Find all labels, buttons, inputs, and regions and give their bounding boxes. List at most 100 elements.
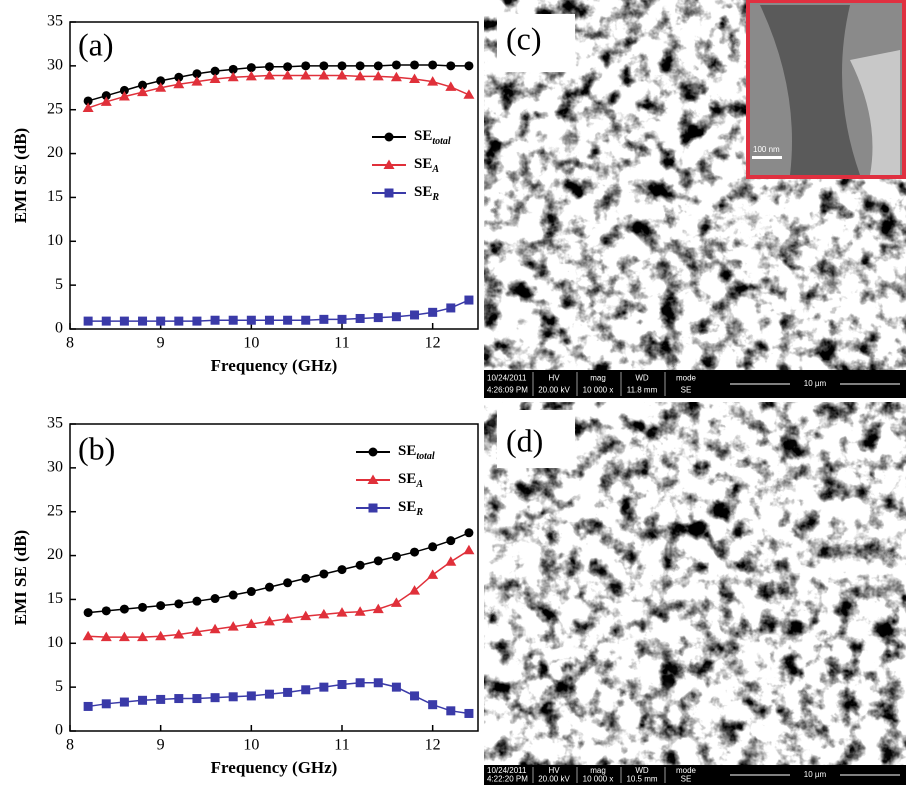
scale-label: 10 µm: [804, 770, 827, 779]
meta-value: 10 000 x: [583, 385, 614, 394]
marker: [464, 708, 474, 718]
legend-label: SEA: [414, 156, 439, 175]
marker: [119, 604, 129, 614]
marker: [355, 313, 365, 323]
series-line: [87, 74, 470, 109]
y-tick-label: 30: [47, 57, 63, 74]
marker: [156, 694, 166, 704]
meta-key: mag: [590, 374, 606, 383]
marker: [173, 78, 185, 89]
marker: [246, 691, 256, 701]
meta-key: mag: [590, 766, 606, 775]
marker: [228, 590, 238, 600]
marker: [427, 569, 439, 579]
marker: [210, 315, 220, 325]
marker: [263, 70, 275, 80]
panel-label: (c): [506, 20, 542, 56]
legend-name: SE: [398, 499, 416, 515]
marker: [246, 63, 256, 73]
legend-label: SER: [414, 184, 439, 203]
marker: [446, 303, 456, 313]
x-tick-label: 8: [66, 335, 74, 352]
marker: [446, 706, 456, 716]
marker: [228, 692, 238, 702]
marker: [137, 631, 149, 642]
marker: [119, 85, 129, 95]
marker: [368, 447, 378, 457]
marker: [100, 631, 112, 642]
marker: [155, 630, 167, 641]
marker: [428, 307, 438, 317]
marker: [301, 685, 311, 695]
marker: [138, 80, 148, 90]
marker: [174, 599, 184, 609]
meta-value: SE: [681, 385, 692, 394]
y-tick-label: 25: [47, 502, 63, 519]
meta-time: 4:22:20 PM: [487, 775, 528, 784]
marker: [263, 615, 275, 626]
marker: [192, 69, 202, 79]
x-tick-label: 9: [157, 335, 165, 352]
marker: [83, 608, 93, 618]
legend-name: SE: [414, 128, 432, 144]
meta-value: 10.5 mm: [626, 775, 657, 784]
y-tick-label: 20: [47, 546, 63, 563]
marker: [82, 630, 94, 641]
x-tick-label: 9: [157, 737, 165, 754]
marker: [174, 316, 184, 326]
legend-subscript: total: [416, 451, 435, 462]
marker: [463, 89, 475, 99]
x-tick-label: 11: [334, 335, 349, 352]
marker: [156, 76, 166, 86]
x-tick-label: 12: [425, 335, 441, 352]
marker: [463, 544, 475, 555]
marker: [227, 621, 239, 631]
marker: [264, 315, 274, 325]
marker: [367, 474, 379, 484]
y-tick-label: 5: [55, 276, 63, 293]
marker: [446, 61, 456, 71]
marker: [173, 629, 185, 639]
marker: [372, 70, 384, 81]
marker: [101, 316, 111, 326]
y-tick-label: 15: [47, 590, 63, 607]
marker: [301, 573, 311, 583]
legend-label: SER: [398, 499, 423, 518]
legend-name: SE: [398, 471, 416, 487]
marker: [210, 594, 220, 604]
sem-image-c: [484, 0, 906, 398]
legend-subscript: total: [432, 136, 451, 147]
marker: [245, 70, 257, 81]
x-tick-label: 10: [243, 737, 259, 754]
y-tick-label: 0: [55, 722, 63, 739]
marker: [355, 560, 365, 570]
marker: [300, 610, 312, 621]
marker: [373, 61, 383, 71]
marker: [409, 73, 421, 84]
marker: [337, 565, 347, 575]
y-tick-label: 35: [47, 13, 63, 30]
x-axis-label: Frequency (GHz): [211, 356, 338, 375]
scale-bg: [790, 769, 840, 781]
marker: [83, 96, 93, 106]
marker: [82, 102, 94, 112]
marker: [264, 62, 274, 72]
marker: [383, 159, 395, 169]
y-tick-label: 15: [47, 188, 63, 205]
meta-key: WD: [635, 766, 649, 775]
marker: [264, 689, 274, 699]
marker: [210, 66, 220, 76]
marker: [391, 682, 401, 692]
x-tick-label: 8: [66, 737, 74, 754]
meta-date: 10/24/2011: [487, 766, 527, 775]
marker: [428, 60, 438, 70]
marker: [246, 315, 256, 325]
y-tick-label: 5: [55, 678, 63, 695]
marker: [368, 503, 378, 513]
y-tick-label: 0: [55, 320, 63, 337]
marker: [391, 551, 401, 561]
marker: [138, 316, 148, 326]
panel-label: (b): [78, 430, 115, 466]
marker: [209, 73, 221, 84]
